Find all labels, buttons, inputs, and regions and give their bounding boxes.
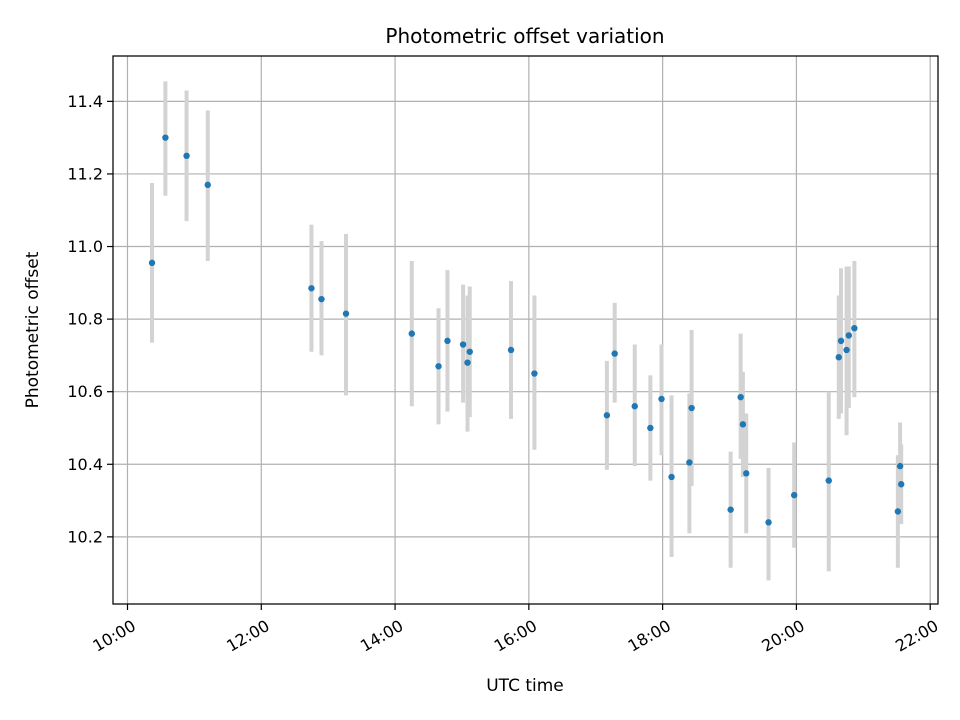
- y-tick-label: 10.8: [67, 310, 103, 329]
- chart-title: Photometric offset variation: [385, 24, 664, 48]
- data-point: [183, 152, 190, 160]
- data-point: [668, 473, 675, 481]
- data-point: [837, 337, 845, 345]
- data-point: [507, 346, 515, 354]
- data-point: [459, 341, 467, 348]
- data-point: [204, 181, 211, 189]
- y-tick-label: 11.2: [67, 164, 103, 183]
- data-point: [845, 332, 853, 339]
- data-point: [825, 477, 832, 484]
- grid: [113, 56, 938, 604]
- y-tick-label: 11.0: [67, 237, 103, 256]
- data-point: [790, 491, 798, 499]
- data-point: [464, 359, 471, 366]
- data-point: [318, 295, 325, 303]
- data-point: [435, 363, 442, 370]
- data-point: [148, 259, 156, 267]
- data-point: [835, 354, 842, 361]
- data-point: [688, 404, 695, 412]
- data-point: [631, 403, 638, 410]
- data-point: [896, 462, 904, 470]
- data-point: [843, 346, 850, 354]
- data-point: [611, 350, 618, 357]
- data-point: [603, 412, 611, 419]
- data-point: [894, 508, 902, 515]
- data-point: [647, 424, 654, 432]
- data-point: [737, 393, 744, 401]
- data-point: [308, 285, 315, 292]
- y-tick-label: 10.6: [67, 382, 103, 401]
- y-tick-label: 11.4: [67, 92, 103, 111]
- data-point: [342, 310, 350, 317]
- data-point: [765, 519, 772, 526]
- data-points: [148, 134, 905, 526]
- data-point: [743, 470, 750, 477]
- data-point: [531, 370, 538, 377]
- y-tick-label: 10.2: [67, 527, 103, 546]
- y-tick-label: 10.4: [67, 455, 103, 474]
- data-point: [408, 330, 415, 337]
- data-point: [162, 134, 169, 141]
- data-point: [739, 421, 747, 428]
- data-point: [658, 395, 665, 403]
- data-point: [444, 337, 451, 345]
- data-point: [686, 459, 693, 466]
- data-point: [727, 506, 734, 513]
- y-axis-label: Photometric offset: [23, 251, 43, 408]
- data-point: [851, 324, 858, 332]
- data-point: [898, 481, 905, 488]
- y-axis-ticks: 10.2 10.4 10.6 10.8 11.0 11.2 11.4: [67, 92, 113, 546]
- data-point: [466, 348, 473, 355]
- plot-frame: [112, 55, 939, 605]
- x-axis-label: UTC time: [486, 676, 564, 696]
